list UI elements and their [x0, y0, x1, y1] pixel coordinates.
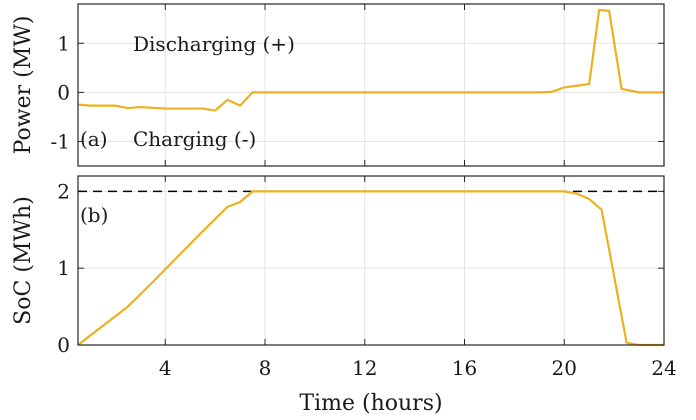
- x-tick-label: 4: [159, 356, 172, 380]
- y-tick-label: 0: [57, 80, 70, 104]
- series-line: [77, 8, 664, 112]
- plot-frame: [77, 175, 665, 346]
- y-tick-label: -1: [51, 129, 70, 153]
- annotation-discharging: Discharging (+): [133, 32, 295, 56]
- series-line: [77, 190, 664, 347]
- y-tick-label: 2: [57, 179, 70, 203]
- y-tick-label: 1: [57, 31, 70, 55]
- annotation-charging: Charging (-): [133, 127, 256, 151]
- y-tick-label: 1: [57, 256, 70, 280]
- panel-label: (a): [80, 127, 108, 151]
- x-tick-label: 12: [352, 356, 377, 380]
- y-axis-label: SoC (MWh): [11, 196, 36, 325]
- x-tick-label: 24: [651, 356, 676, 380]
- x-tick-label: 8: [259, 356, 272, 380]
- plot-frame: [77, 3, 665, 167]
- x-axis-label: Time (hours): [299, 391, 442, 416]
- y-tick-label: 0: [57, 333, 70, 357]
- panel-label: (b): [80, 203, 108, 227]
- x-tick-label: 16: [452, 356, 477, 380]
- x-tick-label: 20: [552, 356, 577, 380]
- y-axis-label: Power (MW): [11, 16, 36, 155]
- power-panel: -1 0 1 Power (MW) (a) Discharging (+) Charging…: [11, 3, 665, 167]
